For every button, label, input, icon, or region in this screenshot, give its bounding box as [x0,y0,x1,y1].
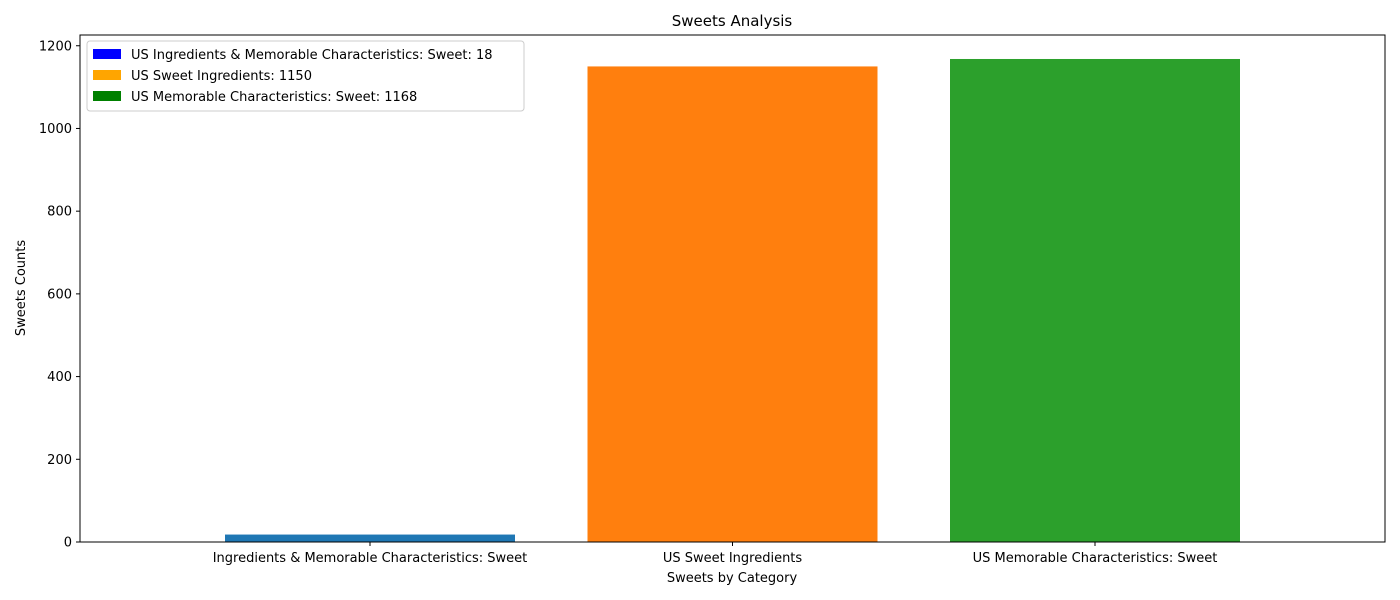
x-axis: Ingredients & Memorable Characteristics:… [213,542,1218,566]
bar-1 [225,534,515,542]
x-axis-title: Sweets by Category [667,571,798,586]
bar-3 [950,58,1240,542]
y-tick-label: 600 [47,287,72,302]
y-tick-label: 0 [64,536,72,551]
x-tick-label: US Memorable Characteristics: Sweet [973,551,1218,566]
y-tick-label: 200 [47,453,72,468]
y-axis: 0 200 400 600 800 1000 1200 [39,39,80,551]
legend-label: US Ingredients & Memorable Characteristi… [131,48,493,63]
legend-swatch [93,91,121,101]
y-axis-title: Sweets Counts [14,240,29,336]
y-tick-label: 1200 [39,39,72,54]
legend-swatch [93,70,121,80]
x-tick-label: Ingredients & Memorable Characteristics:… [213,551,528,566]
legend-swatch [93,49,121,59]
y-tick-label: 400 [47,370,72,385]
legend: US Ingredients & Memorable Characteristi… [86,40,525,112]
bars-group [225,58,1240,542]
legend-box [86,40,525,112]
legend-label: US Sweet Ingredients: 1150 [131,69,312,84]
x-tick-label: US Sweet Ingredients [663,551,803,566]
bar-2 [587,66,878,542]
legend-label: US Memorable Characteristics: Sweet: 116… [131,90,417,105]
y-tick-label: 1000 [39,122,72,137]
y-tick-label: 800 [47,205,72,220]
chart-title: Sweets Analysis [672,12,793,30]
